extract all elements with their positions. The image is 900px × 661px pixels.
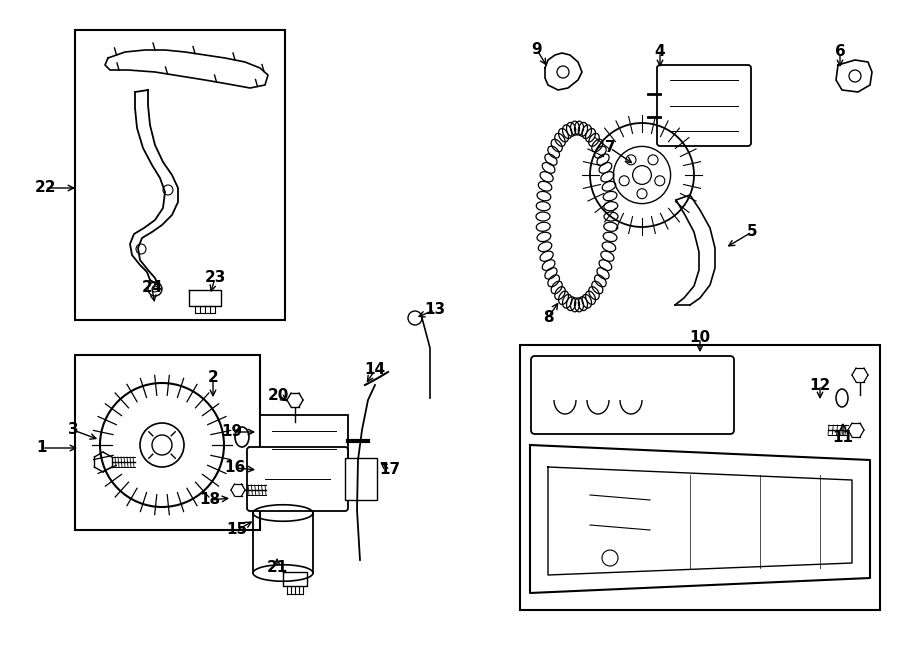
Text: 10: 10 (689, 330, 711, 346)
Bar (345, 458, 377, 500)
Text: 24: 24 (141, 280, 163, 295)
Bar (75, 355, 260, 530)
Text: 11: 11 (832, 430, 853, 446)
Bar (520, 345, 880, 610)
Bar (75, 30, 285, 320)
Text: 1: 1 (37, 440, 47, 455)
Text: 6: 6 (834, 44, 845, 59)
Text: 22: 22 (34, 180, 56, 196)
Text: 18: 18 (200, 492, 220, 508)
Text: 2: 2 (208, 371, 219, 385)
Text: 20: 20 (267, 387, 289, 403)
FancyBboxPatch shape (531, 356, 734, 434)
Text: 21: 21 (266, 561, 288, 576)
Text: 17: 17 (380, 463, 400, 477)
Bar (260, 415, 348, 467)
Text: 8: 8 (543, 311, 553, 325)
Text: 5: 5 (747, 225, 757, 239)
Text: 19: 19 (221, 424, 243, 440)
Text: 23: 23 (204, 270, 226, 286)
Text: 7: 7 (605, 141, 616, 155)
Text: 12: 12 (809, 377, 831, 393)
Text: 3: 3 (68, 422, 78, 438)
Text: 4: 4 (654, 44, 665, 59)
Text: 16: 16 (224, 461, 246, 475)
Text: 15: 15 (227, 522, 248, 537)
Text: 9: 9 (532, 42, 543, 58)
Text: 13: 13 (425, 303, 446, 317)
FancyBboxPatch shape (247, 447, 348, 511)
Text: 14: 14 (364, 362, 385, 377)
